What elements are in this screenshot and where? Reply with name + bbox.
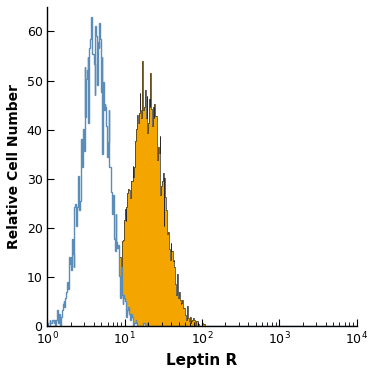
X-axis label: Leptin R: Leptin R bbox=[166, 353, 238, 368]
Y-axis label: Relative Cell Number: Relative Cell Number bbox=[7, 84, 21, 249]
